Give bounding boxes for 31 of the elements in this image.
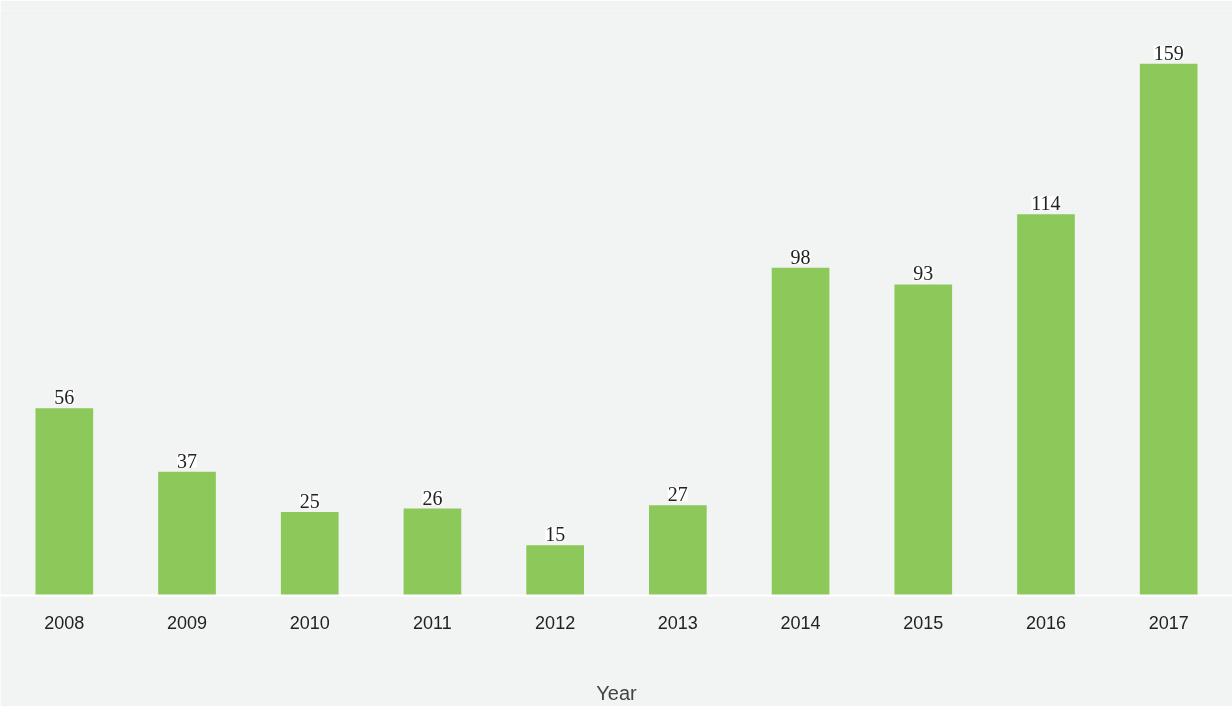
x-tick-label: 2016 <box>1025 612 1067 633</box>
bar <box>894 284 953 596</box>
data-label: 27 <box>667 483 688 506</box>
x-tick-label: 2008 <box>44 612 85 633</box>
x-tick-label: 2013 <box>657 612 698 633</box>
bar <box>280 511 339 596</box>
x-axis-title: Year <box>596 681 638 704</box>
bar <box>35 408 94 596</box>
x-tick-label: 2009 <box>167 612 208 633</box>
bar <box>771 267 830 596</box>
data-label: 15 <box>545 523 566 546</box>
bar <box>526 545 584 596</box>
x-tick-label: 2015 <box>903 612 944 633</box>
data-label: 37 <box>177 449 198 472</box>
bar <box>649 505 707 596</box>
x-tick-label: 2014 <box>780 612 821 633</box>
bar <box>1017 214 1075 596</box>
data-label: 159 <box>1153 41 1184 64</box>
bar <box>1139 63 1198 596</box>
data-label: 56 <box>54 386 75 409</box>
data-label: 25 <box>299 489 320 512</box>
data-label: 98 <box>790 245 811 268</box>
x-tick-label: 2011 <box>413 612 452 633</box>
x-tick-label: 2010 <box>289 612 330 633</box>
data-label: 26 <box>422 486 443 509</box>
data-label: 93 <box>913 262 934 285</box>
bar <box>403 508 462 596</box>
data-label: 114 <box>1031 192 1061 215</box>
x-tick-label: 2012 <box>535 612 576 633</box>
x-tick-label: 2017 <box>1148 612 1189 633</box>
bar <box>158 471 216 596</box>
